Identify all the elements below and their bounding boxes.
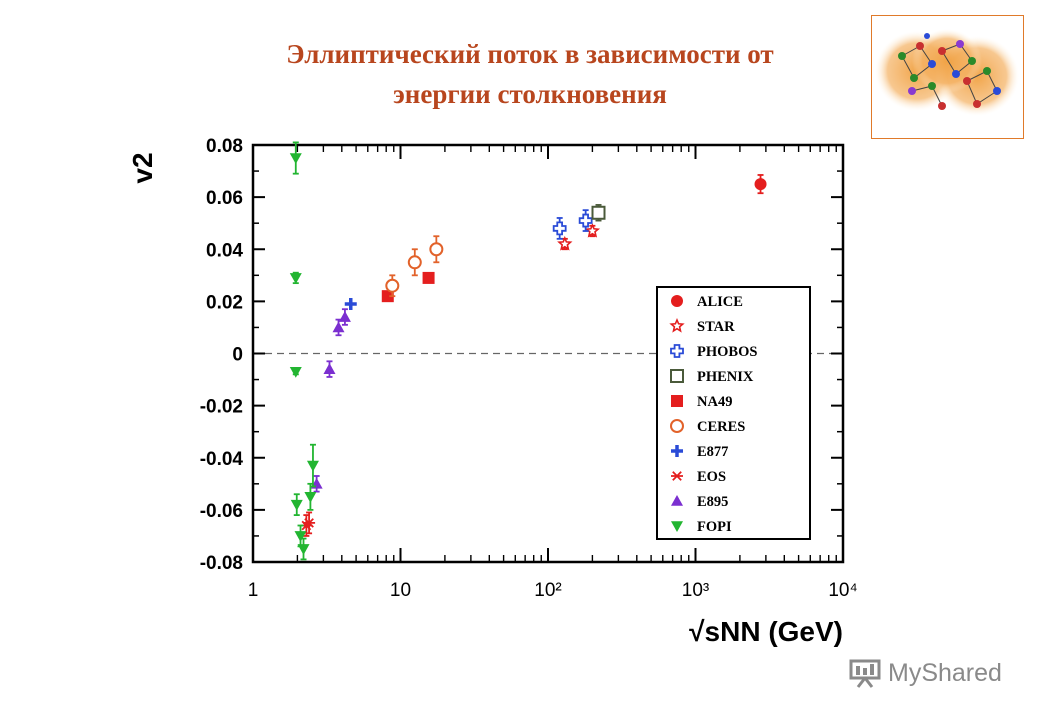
legend-marker-fopi <box>671 521 683 532</box>
watermark: MyShared <box>848 655 1002 691</box>
data-point-phenix <box>591 205 606 220</box>
data-point-star <box>557 235 573 251</box>
data-point-eos <box>303 518 316 528</box>
data-point-fopi <box>289 273 302 284</box>
legend-label-e895: E895 <box>697 494 728 510</box>
x-tick-label: 1 <box>248 580 259 601</box>
data-point-fopi <box>289 366 302 378</box>
data-point-ceres <box>385 278 400 293</box>
y-tick-label: 0.04 <box>206 240 243 261</box>
data-point-fopi <box>304 492 317 503</box>
legend-label-star: STAR <box>697 319 735 335</box>
x-tick-label: 10⁴ <box>828 580 857 601</box>
legend-marker-star <box>669 317 685 333</box>
y-tick-label: 0 <box>232 345 243 366</box>
legend-label-phenix: PHENIX <box>697 369 754 385</box>
series-star <box>557 222 601 251</box>
data-point-fopi <box>290 499 303 511</box>
slide-title: Эллиптический поток в зависимости от эне… <box>180 34 880 114</box>
y-tick-label: -0.02 <box>200 397 243 418</box>
slide-title-line-1: Эллиптический поток в зависимости от <box>286 39 774 69</box>
y-tick-label: 0.08 <box>206 136 243 157</box>
data-point-star <box>584 222 601 238</box>
legend-label-e877: E877 <box>697 444 728 460</box>
legend-marker-e895 <box>671 495 683 506</box>
y-tick-label: -0.04 <box>200 449 244 470</box>
legend-marker-alice <box>671 295 683 307</box>
thumbnail-illustration <box>871 15 1024 139</box>
legend-label-na49: NA49 <box>697 394 732 410</box>
y-axis-label: v2 <box>127 152 158 183</box>
data-point-e895 <box>338 311 351 322</box>
series-alice <box>754 174 767 195</box>
data-point-phobos <box>578 213 593 228</box>
series-fopi <box>289 141 319 561</box>
data-point-e895 <box>323 363 336 374</box>
legend-marker-eos <box>671 471 683 481</box>
series-phenix <box>591 204 606 222</box>
legend-marker-phenix <box>670 369 684 383</box>
data-point-fopi <box>306 460 319 472</box>
data-point-ceres <box>429 242 444 257</box>
legend-label-alice: ALICE <box>697 294 743 310</box>
legend-marker-na49 <box>671 395 683 407</box>
y-tick-label: -0.06 <box>200 501 243 522</box>
data-point-fopi <box>294 531 307 542</box>
data-point-fopi <box>289 153 302 165</box>
data-point-ceres <box>407 255 422 270</box>
data-point-e895 <box>332 321 345 333</box>
presentation-board-icon <box>849 659 881 688</box>
legend-label-eos: EOS <box>697 469 726 485</box>
x-tick-label: 10² <box>534 580 561 601</box>
series-ceres <box>385 235 444 298</box>
series-eos <box>300 511 316 537</box>
legend-box <box>656 286 811 540</box>
data-point-na49 <box>381 290 394 303</box>
series-na49 <box>381 271 435 303</box>
x-axis-label: √sNN (GeV) <box>689 616 843 647</box>
series-phobos <box>552 209 593 240</box>
data-point-e877 <box>344 297 357 310</box>
nucleus-collision-illustration-icon <box>875 29 1019 116</box>
data-point-phobos <box>552 221 567 236</box>
watermark-text: MyShared <box>888 658 1002 687</box>
legend-marker-ceres <box>670 419 684 433</box>
legend-marker-phobos <box>670 344 684 358</box>
x-tick-label: 10³ <box>682 580 709 601</box>
series-e877 <box>344 297 357 310</box>
data-point-fopi <box>297 544 310 555</box>
data-point-na49 <box>422 271 435 284</box>
slide-title-line-2: энергии столкновения <box>393 79 667 109</box>
legend-label-phobos: PHOBOS <box>697 344 757 360</box>
x-tick-label: 10 <box>390 580 411 601</box>
legend-label-fopi: FOPI <box>697 519 732 535</box>
y-tick-label: 0.06 <box>206 188 243 209</box>
y-tick-label: -0.08 <box>200 553 243 574</box>
data-point-alice <box>754 178 767 191</box>
legend-marker-e877 <box>671 445 683 457</box>
y-tick-label: 0.02 <box>206 292 243 313</box>
legend-label-ceres: CERES <box>697 419 745 435</box>
